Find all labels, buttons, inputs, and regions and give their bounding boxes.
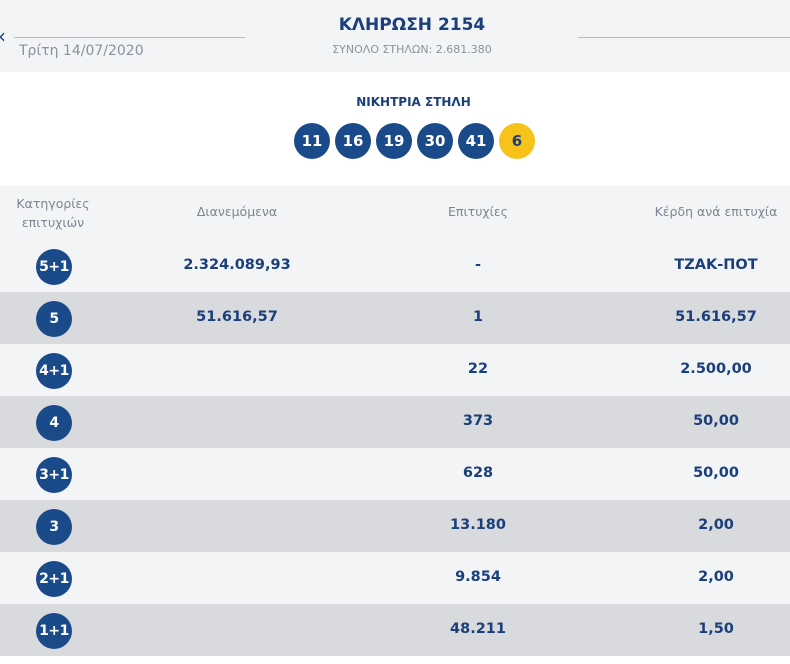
category-badge: 3+1	[36, 457, 72, 493]
distributed-value: 51.616,57	[196, 309, 278, 325]
table-row: 2+1 9.854 2,00	[0, 552, 790, 604]
header-categories: Κατηγορίες επιτυχιών	[16, 196, 90, 230]
category-badge: 4	[36, 405, 72, 441]
prize-value: 2,00	[698, 517, 734, 533]
wins-value: 13.180	[450, 517, 506, 533]
prize-value: 50,00	[693, 413, 739, 429]
wins-value: 628	[462, 465, 494, 481]
category-badge: 2+1	[36, 561, 72, 597]
draw-date: Τρίτη 14/07/2020	[19, 43, 144, 59]
number-ball: 41	[458, 123, 494, 159]
category-badge: 1+1	[36, 613, 72, 649]
category-badge: 3	[36, 509, 72, 545]
table-row: 3 13.180 2,00	[0, 500, 790, 552]
number-ball: 16	[335, 123, 371, 159]
category-badge: 5	[36, 301, 72, 337]
winning-column-label: ΝΙΚΗΤΡΙΑ ΣΤΗΛΗ	[356, 95, 471, 109]
header-prize-per-win: Κέρδη ανά επιτυχία	[654, 204, 778, 219]
total-columns: ΣΥΝΟΛΟ ΣΤΗΛΩΝ: 2.681.380	[332, 43, 492, 56]
wins-value: 9.854	[455, 569, 501, 585]
wins-value: 48.211	[450, 621, 506, 637]
prize-value: 51.616,57	[675, 309, 757, 325]
number-ball: 11	[294, 123, 330, 159]
results-table-header: Κατηγορίες επιτυχιών Διανεμόμενα Επιτυχί…	[0, 186, 790, 240]
number-ball: 19	[376, 123, 412, 159]
header-divider-right	[578, 37, 790, 38]
prize-value: ΤΖΑΚ-ΠΟΤ	[674, 257, 758, 273]
wins-value: 22	[467, 361, 489, 377]
wins-value: 373	[462, 413, 494, 429]
category-badge: 4+1	[36, 353, 72, 389]
previous-draw-icon[interactable]: ‹	[0, 26, 6, 46]
header-wins: Επιτυχίες	[448, 204, 508, 219]
winning-numbers: 11 16 19 30 41 6	[294, 123, 535, 159]
table-row: 4 373 50,00	[0, 396, 790, 448]
joker-ball: 6	[499, 123, 535, 159]
prize-value: 2.500,00	[680, 361, 752, 377]
prize-value: 1,50	[698, 621, 734, 637]
table-row: 3+1 628 50,00	[0, 448, 790, 500]
draw-header: ‹ Τρίτη 14/07/2020 ΚΛΗΡΩΣΗ 2154 ΣΥΝΟΛΟ Σ…	[0, 0, 790, 72]
table-row: 5 51.616,57 1 51.616,57	[0, 292, 790, 344]
prize-value: 2,00	[698, 569, 734, 585]
table-row: 1+1 48.211 1,50	[0, 604, 790, 656]
number-ball: 30	[417, 123, 453, 159]
category-badge: 5+1	[36, 249, 72, 285]
prize-value: 50,00	[693, 465, 739, 481]
header-distributed: Διανεμόμενα	[196, 204, 278, 219]
results-table-body: 5+1 2.324.089,93 - ΤΖΑΚ-ΠΟΤ 5 51.616,57 …	[0, 240, 790, 656]
wins-value: 1	[472, 309, 484, 325]
wins-value: -	[474, 257, 482, 273]
table-row: 4+1 22 2.500,00	[0, 344, 790, 396]
header-divider-left	[14, 37, 245, 38]
table-row: 5+1 2.324.089,93 - ΤΖΑΚ-ΠΟΤ	[0, 240, 790, 292]
draw-title: ΚΛΗΡΩΣΗ 2154	[338, 15, 486, 35]
distributed-value: 2.324.089,93	[183, 257, 291, 273]
